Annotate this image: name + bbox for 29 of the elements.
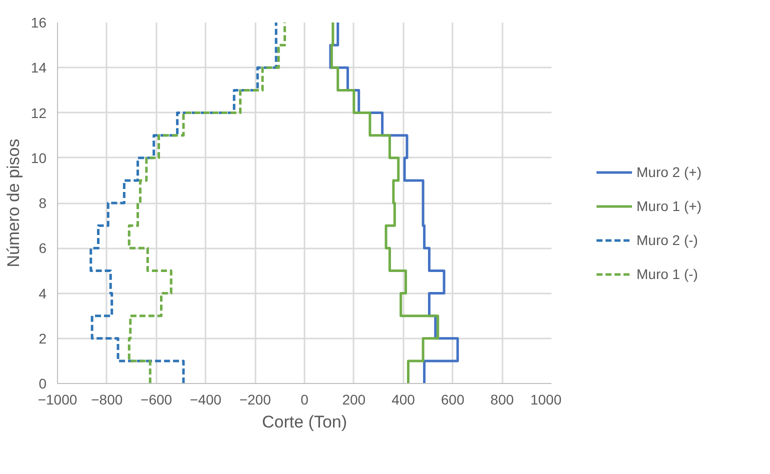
line-series [90, 22, 278, 384]
x-tick-label: 0 [300, 392, 309, 408]
x-tick-label: −800 [91, 392, 123, 408]
y-tick-label: 10 [30, 150, 47, 166]
x-tick-label: 400 [392, 392, 416, 408]
legend-label: Muro 2 (-) [636, 232, 698, 248]
x-tick-label: −600 [140, 392, 172, 408]
y-tick-label: 14 [30, 60, 47, 76]
x-tick-label: −400 [190, 392, 222, 408]
line-series [330, 22, 440, 384]
x-tick-label: −200 [239, 392, 272, 408]
x-tick-label: 600 [441, 392, 465, 408]
legend-label: Muro 1 (+) [636, 198, 702, 214]
y-tick-label: 0 [38, 376, 47, 392]
y-tick-label: 2 [38, 330, 47, 346]
y-tick-label: 12 [30, 104, 47, 121]
line-series [128, 22, 286, 384]
x-tick-label: 800 [490, 392, 514, 408]
x-tick-label: 1000 [530, 392, 562, 408]
legend-label: Muro 1 (-) [636, 266, 698, 282]
y-tick-label: 6 [38, 240, 47, 256]
legend-label: Muro 2 (+) [636, 164, 702, 180]
y-tick-label: 16 [30, 14, 47, 30]
x-tick-label: −1000 [38, 392, 78, 408]
y-tick-label: 4 [38, 285, 47, 302]
x-tick-label: 200 [342, 392, 366, 408]
y-tick-label: 8 [38, 195, 47, 211]
y-axis-title: Número de pisos [4, 138, 23, 268]
x-axis-title: Corte (Ton) [262, 412, 348, 432]
